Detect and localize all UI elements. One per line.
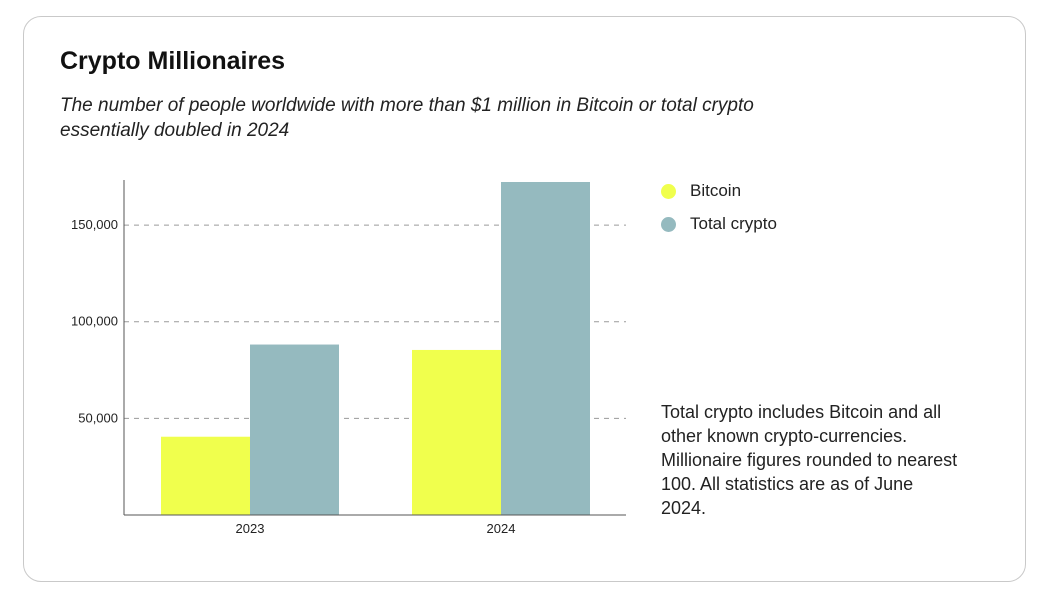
y-tick-label: 100,000 (71, 314, 118, 329)
chart-card: Crypto Millionaires The number of people… (23, 16, 1026, 582)
bar-bitcoin-2023 (161, 436, 250, 515)
legend-item-total-crypto: Total crypto (661, 213, 777, 235)
bar-bitcoin-2024 (412, 349, 501, 515)
legend-label-bitcoin: Bitcoin (690, 181, 742, 200)
chart-title: Crypto Millionaires (60, 47, 286, 75)
bar-total-crypto-2024 (501, 182, 590, 515)
legend: Bitcoin Total crypto (661, 180, 777, 246)
bar-total-crypto-2023 (250, 344, 339, 515)
y-tick-label: 150,000 (71, 217, 118, 232)
legend-item-bitcoin: Bitcoin (661, 180, 777, 202)
legend-label-total-crypto: Total crypto (690, 214, 777, 233)
y-tick-label: 50,000 (78, 410, 118, 425)
legend-swatch-bitcoin (661, 183, 676, 199)
bar-chart: 50,000 100,000 150,000 2023 2024 (71, 180, 626, 536)
x-tick-label: 2024 (487, 521, 516, 536)
x-tick-label: 2023 (236, 521, 265, 536)
footnote: Total crypto includes Bitcoin and all ot… (661, 402, 958, 518)
chart-subtitle: The number of people worldwide with more… (60, 95, 754, 141)
legend-swatch-total-crypto (661, 216, 676, 232)
